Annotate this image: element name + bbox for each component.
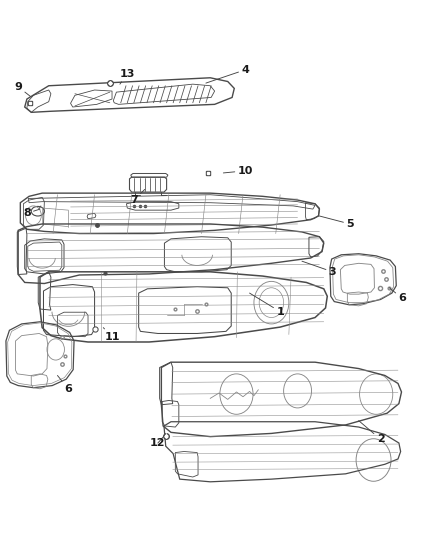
Text: 5: 5 (319, 216, 354, 229)
Text: 13: 13 (120, 69, 135, 84)
Text: 11: 11 (103, 328, 120, 342)
Text: 9: 9 (14, 82, 30, 96)
Text: 2: 2 (359, 421, 385, 445)
Text: 8: 8 (23, 208, 40, 219)
Text: 12: 12 (150, 435, 166, 448)
Text: 4: 4 (206, 65, 249, 83)
Text: 6: 6 (57, 375, 72, 394)
Text: 10: 10 (223, 166, 253, 176)
Text: 7: 7 (130, 189, 145, 205)
Text: 3: 3 (302, 261, 336, 277)
Text: 1: 1 (250, 293, 284, 317)
Text: 6: 6 (389, 288, 406, 303)
